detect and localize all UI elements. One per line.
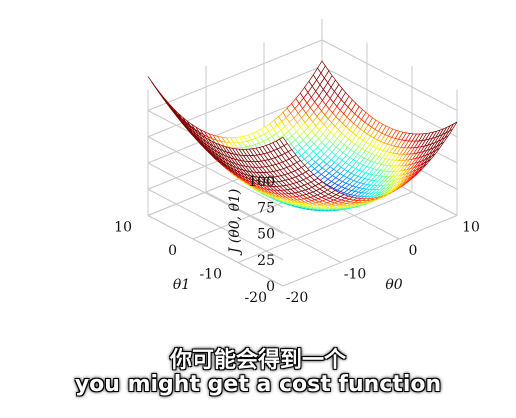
theta0-tick-label: -20 — [286, 290, 309, 306]
theta1-tick-label: -10 — [199, 267, 222, 283]
floor-gridline — [237, 191, 413, 263]
z-tick-label: 100 — [248, 174, 275, 190]
side-wall-gridline — [321, 39, 458, 111]
floor-gridline — [282, 215, 458, 287]
subtitle-chinese: 你可能会得到一个 — [169, 348, 346, 373]
theta1-tick-label: -20 — [244, 290, 267, 306]
left-wall-gridline — [147, 136, 284, 208]
back-wall-gridline — [147, 39, 323, 111]
z-tick-label: 0 — [266, 279, 275, 295]
theta0-axis-title: θ0 — [385, 277, 402, 293]
surface-cell — [449, 121, 458, 132]
z-tick-label: 75 — [257, 200, 275, 216]
z-tick-label: 50 — [257, 227, 275, 243]
axis-labels: 0 25 50 75 100 -20 -10 0 10 -20 -10 0 10 θ0 θ1 J (θ0, θ… — [114, 174, 480, 306]
side-wall-gridline — [321, 65, 458, 138]
z-axis-title: J (θ0, θ1) — [227, 189, 243, 257]
left-wall-gridline — [147, 162, 284, 234]
theta0-tick-label: 10 — [462, 220, 480, 236]
theta0-tick-label: 0 — [409, 243, 418, 259]
theta1-tick-label: 0 — [168, 243, 177, 259]
back-wall-gridline — [147, 65, 323, 138]
subtitle-english: you might get a cost function — [74, 372, 442, 397]
floor-gridline — [205, 191, 342, 263]
z-tick-label: 25 — [257, 253, 275, 269]
left-wall-gridline — [147, 215, 284, 287]
theta0-tick-label: -10 — [344, 267, 367, 283]
theta1-tick-label: 10 — [114, 220, 132, 236]
cost-surface — [147, 60, 458, 212]
left-wall-gridline — [147, 188, 284, 261]
theta1-axis-title: θ1 — [173, 277, 190, 293]
